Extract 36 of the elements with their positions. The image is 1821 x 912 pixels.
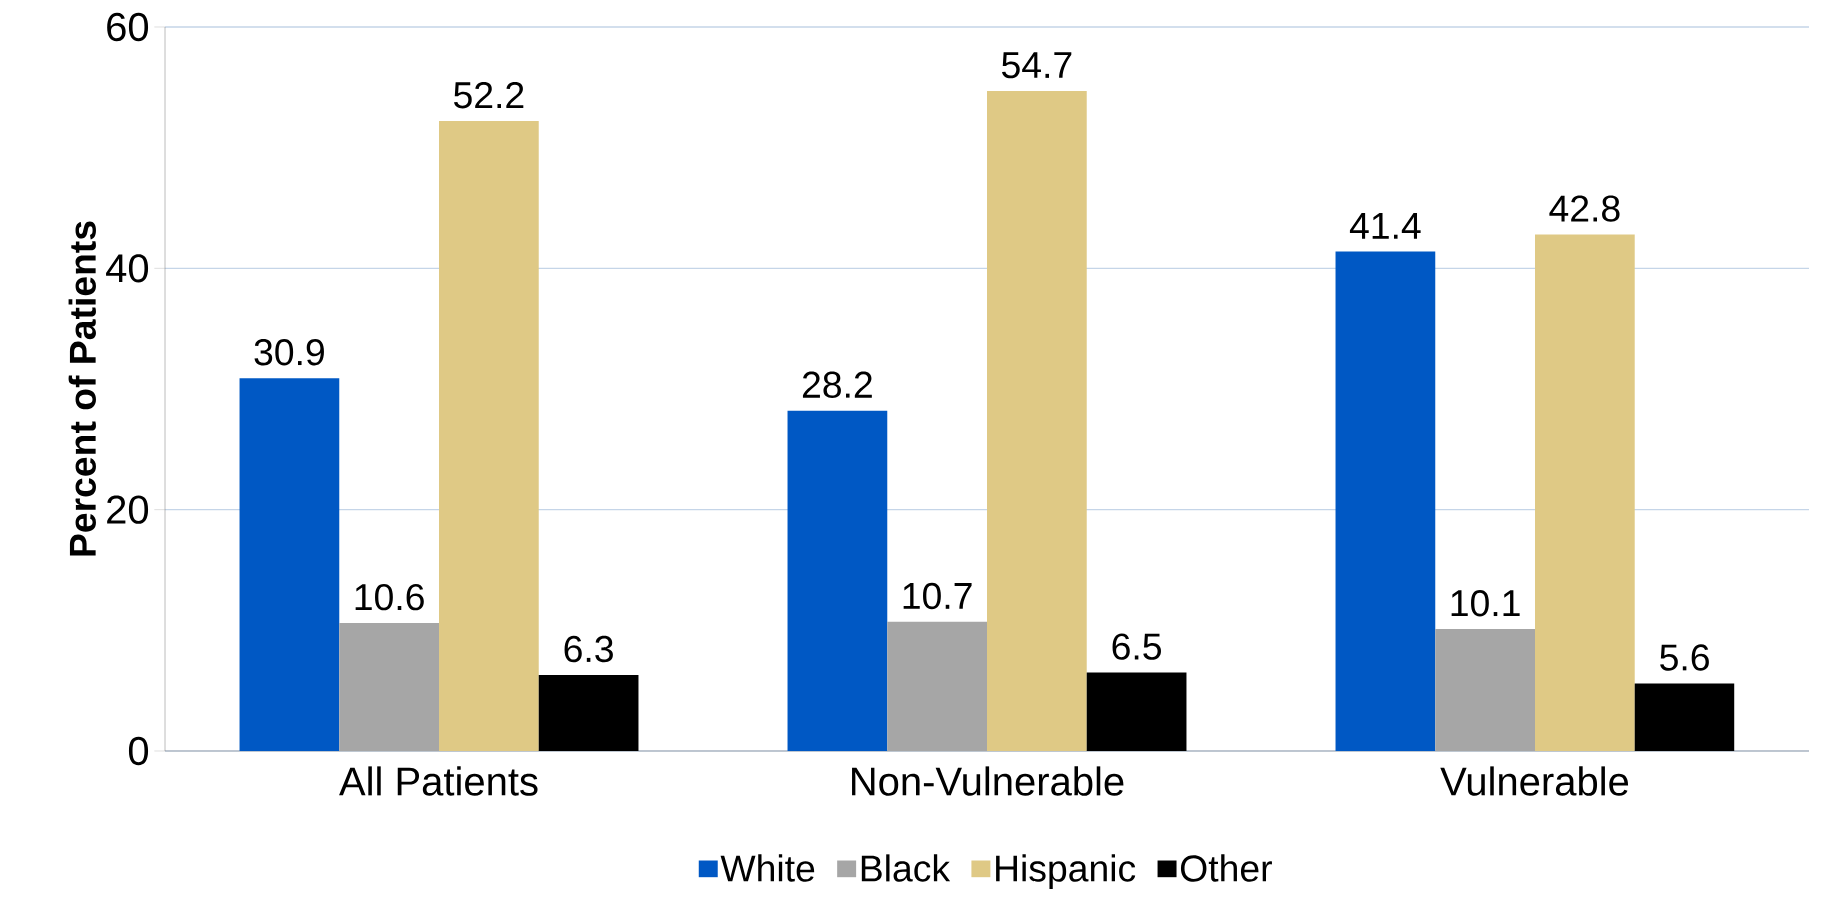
bar [887, 621, 987, 751]
bar [339, 623, 439, 751]
data-label: 10.6 [355, 583, 424, 611]
data-label: 10.1 [1451, 589, 1520, 617]
bar [787, 410, 888, 751]
bar [538, 674, 639, 751]
y-tick-label: 40 [106, 254, 149, 283]
legend-label: White [720, 854, 815, 882]
bar [1335, 251, 1436, 751]
data-label: 6.5 [1112, 633, 1161, 660]
bar [1086, 672, 1187, 751]
data-label: 54.7 [1002, 52, 1072, 79]
data-label: 6.3 [564, 635, 613, 663]
bar [987, 90, 1087, 751]
bar [1535, 234, 1635, 751]
bar [1435, 629, 1535, 751]
bar [439, 121, 539, 751]
data-label: 28.2 [802, 371, 872, 398]
bar [1634, 683, 1735, 751]
y-tick-label: 60 [107, 12, 149, 42]
data-label: 10.7 [903, 582, 972, 610]
legend-label: Black [861, 854, 951, 882]
data-label: 41.4 [1349, 213, 1421, 239]
x-tick-label: Non-Vulnerable [852, 766, 1124, 796]
y-tick-label: 0 [128, 736, 149, 766]
y-tick-label: 20 [107, 495, 149, 524]
x-tick-label: Vulnerable [1440, 766, 1629, 796]
bar [239, 378, 340, 751]
data-label: 42.8 [1549, 195, 1620, 222]
x-tick-label: All Patients [339, 766, 538, 796]
data-label: 5.6 [1660, 644, 1709, 671]
legend-label: Hispanic [996, 854, 1136, 890]
y-axis-title: Percent of Patients [68, 221, 96, 556]
data-label: 30.9 [254, 339, 324, 366]
data-label: 52.2 [454, 81, 524, 109]
legend-label: Other [1180, 854, 1272, 882]
